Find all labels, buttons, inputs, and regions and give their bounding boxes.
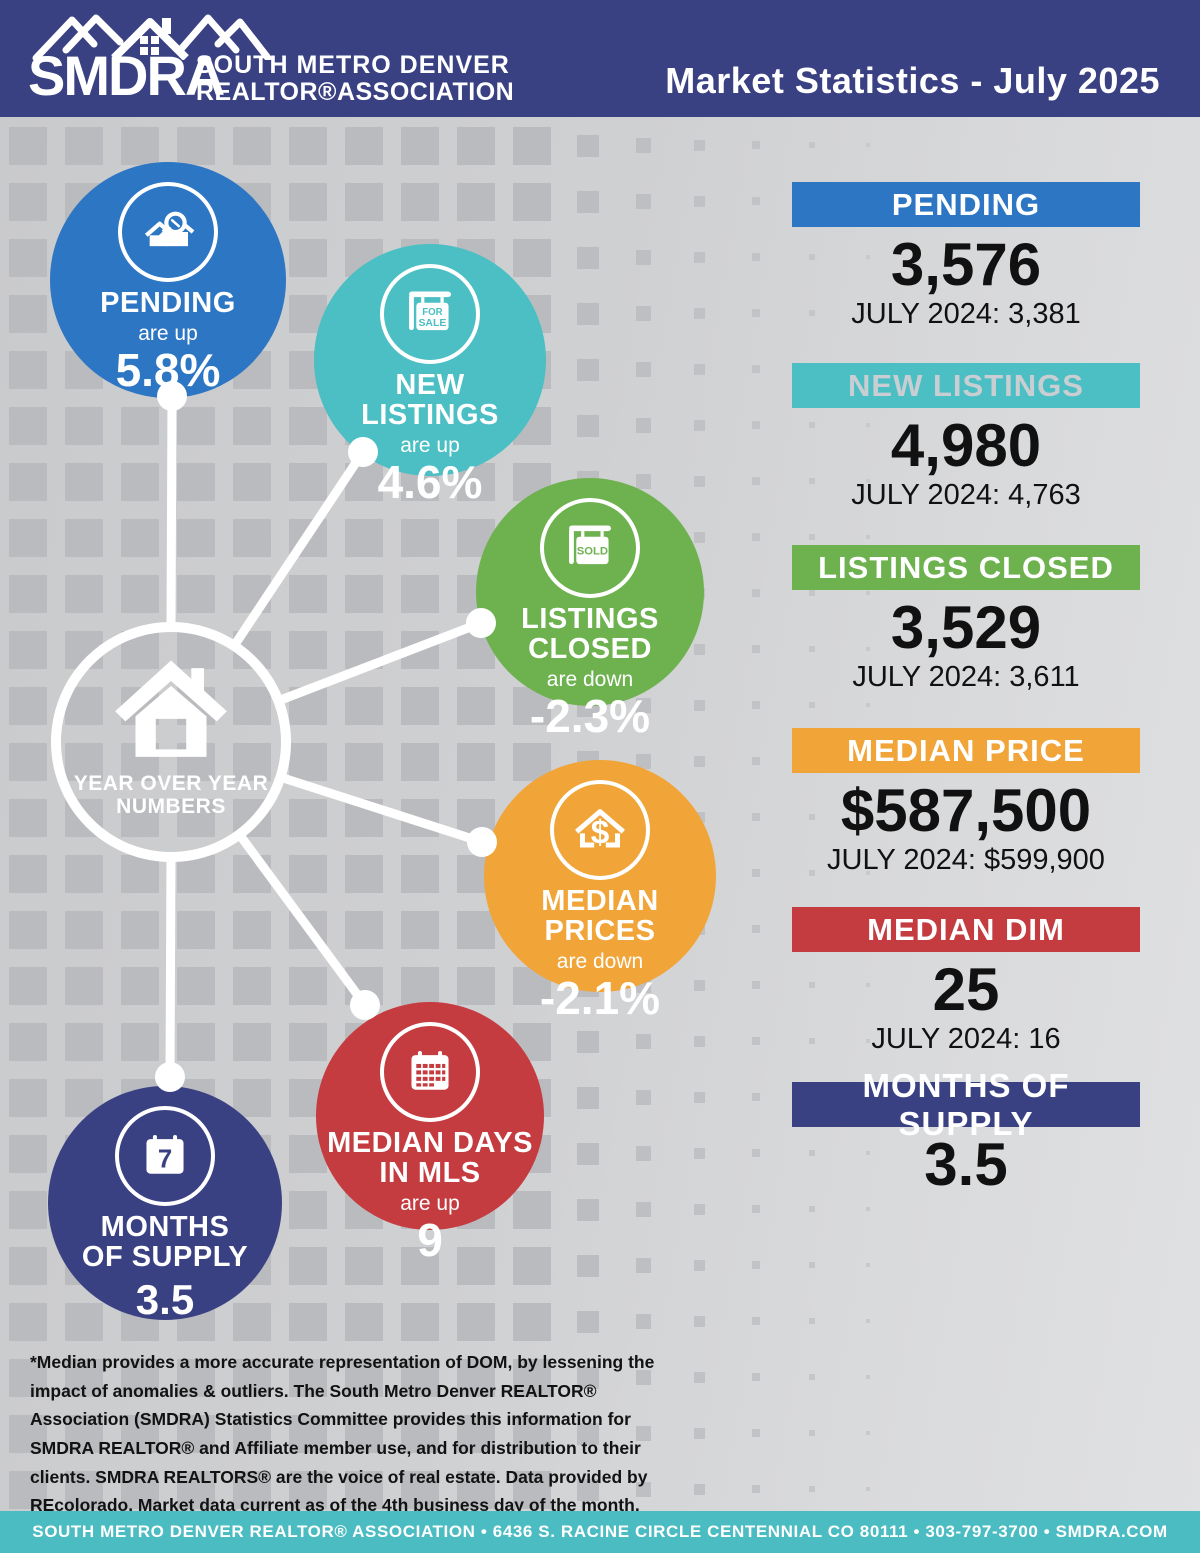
bubble-title: PENDING [100,287,236,319]
stat-prior-year: JULY 2024: 16 [871,1023,1061,1055]
calendar-7-icon: 7 [115,1106,215,1206]
stat-header: MEDIAN DIM [792,907,1140,952]
footer-contact-text: SOUTH METRO DENVER REALTOR® ASSOCIATION … [32,1522,1168,1541]
stat-value: 25 [932,956,1000,1023]
stat-header: NEW LISTINGS [792,363,1140,408]
stat-header: MONTHS OF SUPPLY [792,1067,1140,1142]
bubble-new-listings: FOR SALE NEW LISTINGS are up 4.6% [314,244,546,507]
sold-sign-icon: SOLD [540,498,640,598]
stat-prior-year: JULY 2024: 4,763 [851,479,1081,511]
stat-block-median-price: MEDIAN PRICE $587,500 JULY 2024: $599,90… [792,728,1140,877]
bubble-direction: are down [546,668,634,692]
stat-block-median-dim: MEDIAN DIM 25 JULY 2024: 16 [792,907,1140,1056]
hub-label: YEAR OVER YEAR NUMBERS [61,772,281,818]
page-title: Market Statistics - July 2025 [665,60,1160,101]
chimney [162,18,171,34]
stat-value: 4,980 [890,412,1042,479]
calendar-grid-icon [380,1022,480,1122]
stat-header: MEDIAN PRICE [792,728,1140,773]
bubble-value: 4.6% [377,456,483,509]
bubble-value: 3.5 [135,1276,195,1324]
house-dollar-icon: $ [550,780,650,880]
sign-line1: FOR [422,307,442,318]
pattern-band [840,117,896,1511]
pattern-band [728,117,784,1511]
calendar-digit: 7 [158,1145,172,1173]
stat-value: 3,529 [890,594,1042,661]
bubble-median-days-in-mls: MEDIAN DAYS IN MLS are up 9 [316,1002,544,1265]
bubble-value: 5.8% [115,344,221,397]
hub-label-line1: YEAR OVER YEAR [73,771,269,795]
bubble-value: 9 [417,1214,443,1267]
bubble-title: LISTINGS CLOSED [521,603,659,666]
house-icon [115,660,227,757]
for-sale-sign-icon: FOR SALE [380,264,480,364]
bubble-direction: are up [400,1192,460,1216]
pattern-band [784,117,840,1511]
stat-value: 3.5 [924,1131,1008,1198]
bubble-title: MONTHS OF SUPPLY [81,1211,249,1274]
bubble-title: MEDIAN DAYS IN MLS [327,1127,533,1190]
stat-block-listings-closed: LISTINGS CLOSED 3,529 JULY 2024: 3,611 [792,545,1140,694]
bubble-median-prices: $ MEDIAN PRICES are down -2.1% [484,760,716,1023]
bubble-value: -2.3% [529,690,651,743]
hub-label-line2: NUMBERS [116,794,226,818]
logo-line1: SOUTH METRO DENVER [196,51,510,79]
stat-header: PENDING [792,182,1140,227]
bubble-direction: are up [400,434,460,458]
logo-acronym: SMDRA [28,44,225,107]
mountains-logo-icon [32,14,272,60]
dollar-glyph: $ [591,814,610,851]
houses-search-icon [118,182,218,282]
sign-line1: SOLD [577,545,608,557]
footer-bar: SOUTH METRO DENVER REALTOR® ASSOCIATION … [0,1511,1200,1553]
bubble-title: MEDIAN PRICES [541,885,659,948]
stat-block-months-of-supply: MONTHS OF SUPPLY 3.5 [792,1067,1140,1198]
bubble-pending: PENDING are up 5.8% [50,162,286,398]
stat-block-pending: PENDING 3,576 JULY 2024: 3,381 [792,182,1140,331]
bubble-title: NEW LISTINGS [361,369,499,432]
bubble-direction: are down [556,950,644,974]
header-bar: SMDRA SOUTH METRO DENVER REALTOR®ASSOCIA… [0,0,1200,117]
logo-wordmark: SOUTH METRO DENVER REALTOR®ASSOCIATION [196,53,514,105]
stat-prior-year: JULY 2024: $599,900 [827,844,1105,876]
stat-prior-year: JULY 2024: 3,381 [851,298,1081,330]
bubble-value: -2.1% [539,972,661,1025]
bubble-direction: are up [138,322,198,346]
year-over-year-hub: YEAR OVER YEAR NUMBERS [51,622,291,862]
sign-line2: SALE [418,318,446,329]
stat-value: 3,576 [890,231,1042,298]
bubble-months-of-supply: 7 MONTHS OF SUPPLY 3.5 [48,1086,282,1324]
stat-prior-year: JULY 2024: 3,611 [852,661,1080,693]
logo-line2: REALTOR®ASSOCIATION [196,78,515,106]
stat-value: $587,500 [840,777,1092,844]
stat-header: LISTINGS CLOSED [792,545,1140,590]
stat-block-new-listings: NEW LISTINGS 4,980 JULY 2024: 4,763 [792,363,1140,512]
bubble-listings-closed: SOLD LISTINGS CLOSED are down -2.3% [476,478,704,741]
